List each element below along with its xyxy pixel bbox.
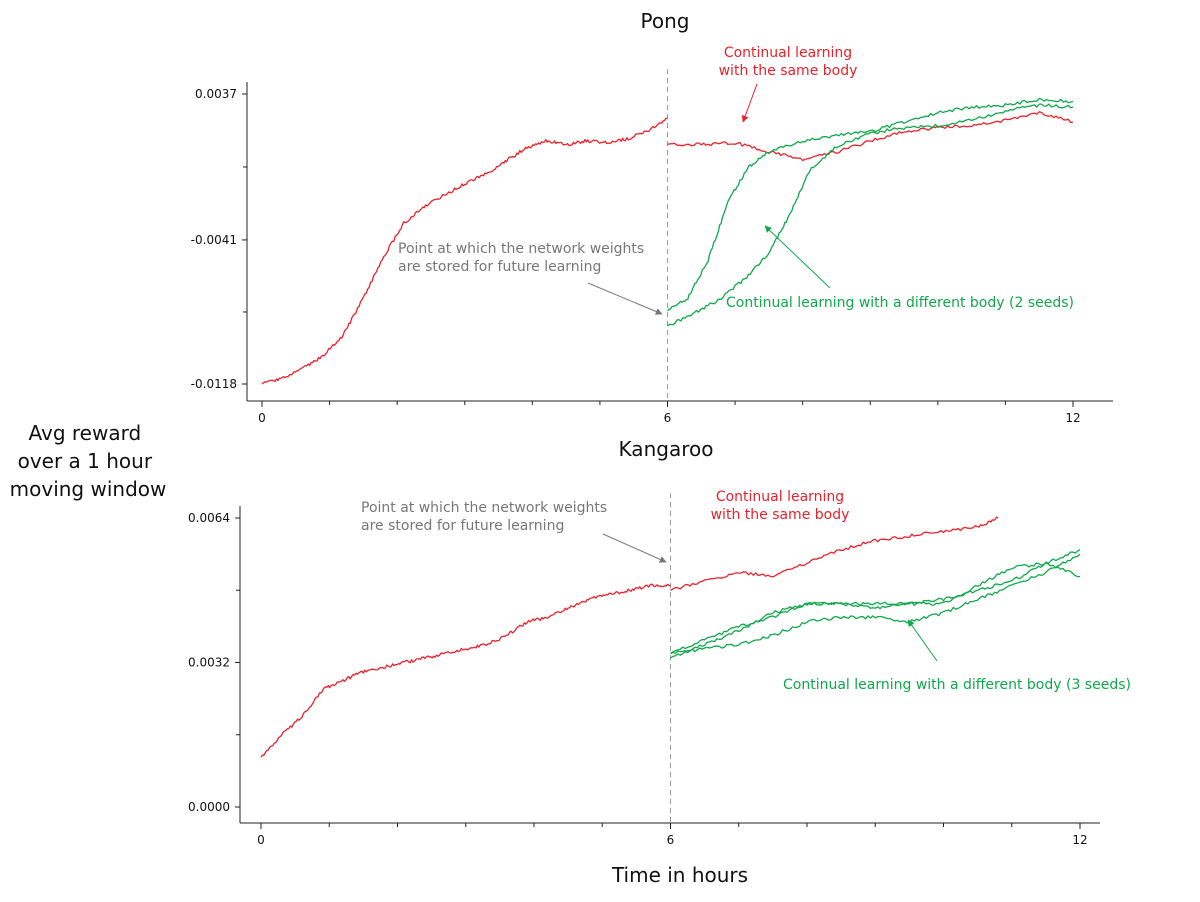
annotation-red-text: Continual learning with the same body: [711, 489, 850, 523]
x-tick-label: 0: [257, 833, 265, 847]
annotation-gray-line-1: Point at which the network weights: [398, 241, 644, 257]
y-axis-label-line-2: over a 1 hour: [18, 449, 153, 473]
y-axis-label: Avg reward over a 1 hour moving window: [10, 421, 167, 501]
annotation-gray-text: Point at which the network weights are st…: [398, 241, 644, 275]
pong-panel: Pong 0 6 12 -0.0118 -0.0041 0.0037 Continual le…: [191, 9, 1113, 425]
series-line-green-2: [670, 549, 1081, 655]
series-line-red-1: [667, 111, 1074, 162]
y-axis-label-line-1: Avg reward: [28, 421, 141, 445]
series-line-red-0: [260, 583, 671, 758]
x-axis-label: Time in hours: [611, 863, 748, 887]
annotation-red-line-1: Continual learning: [716, 489, 844, 505]
annotation-red-line-2: with the same body: [719, 63, 858, 79]
annotation-green-text: Continual learning with a different body…: [726, 295, 1074, 311]
x-tick-label: 12: [1065, 411, 1080, 425]
series-line-red-1: [670, 516, 999, 591]
chart-title: Pong: [641, 9, 690, 33]
x-tick-label: 0: [258, 411, 266, 425]
annotation-gray-text: Point at which the network weights are st…: [361, 500, 607, 534]
annotation-red-line-1: Continual learning: [724, 45, 852, 61]
chart-title: Kangaroo: [619, 437, 714, 461]
annotation-gray-arrow: [587, 282, 663, 315]
annotation-gray-line-2: are stored for future learning: [361, 518, 564, 534]
annotation-gray-arrow: [602, 533, 667, 563]
annotation-green-arrow: [907, 619, 938, 662]
y-tick-label: -0.0041: [191, 233, 237, 247]
annotation-red-text: Continual learning with the same body: [719, 45, 858, 79]
x-tick-label: 12: [1072, 833, 1087, 847]
annotation-gray-line-2: are stored for future learning: [398, 259, 601, 275]
series-line-red-0: [261, 117, 668, 385]
y-tick-label: 0.0000: [188, 800, 230, 814]
y-tick-label: 0.0037: [195, 87, 237, 101]
annotation-green-line-1: Continual learning with a different body…: [726, 295, 1074, 311]
annotation-green-text: Continual learning with a different body…: [783, 677, 1131, 693]
kangaroo-panel: Kangaroo 0 6 12 0.0000 0.0032 0.0064 Continual …: [188, 437, 1131, 847]
series-line-green-3: [667, 103, 1074, 327]
y-tick-label: 0.0064: [188, 511, 230, 525]
annotation-red-arrow: [741, 83, 758, 123]
annotation-red-line-2: with the same body: [711, 507, 850, 523]
annotation-gray-line-1: Point at which the network weights: [361, 500, 607, 516]
series-line-green-4: [670, 553, 1081, 655]
y-tick-label: -0.0118: [191, 377, 237, 391]
x-tick-label: 6: [667, 833, 675, 847]
series-line-green-2: [667, 97, 1074, 312]
annotation-green-line-1: Continual learning with a different body…: [783, 677, 1131, 693]
annotation-green-arrow: [764, 225, 831, 289]
series-line-green-3: [670, 562, 1081, 659]
y-tick-label: 0.0032: [188, 656, 230, 670]
x-tick-label: 6: [664, 411, 672, 425]
y-axis-label-line-3: moving window: [10, 477, 167, 501]
